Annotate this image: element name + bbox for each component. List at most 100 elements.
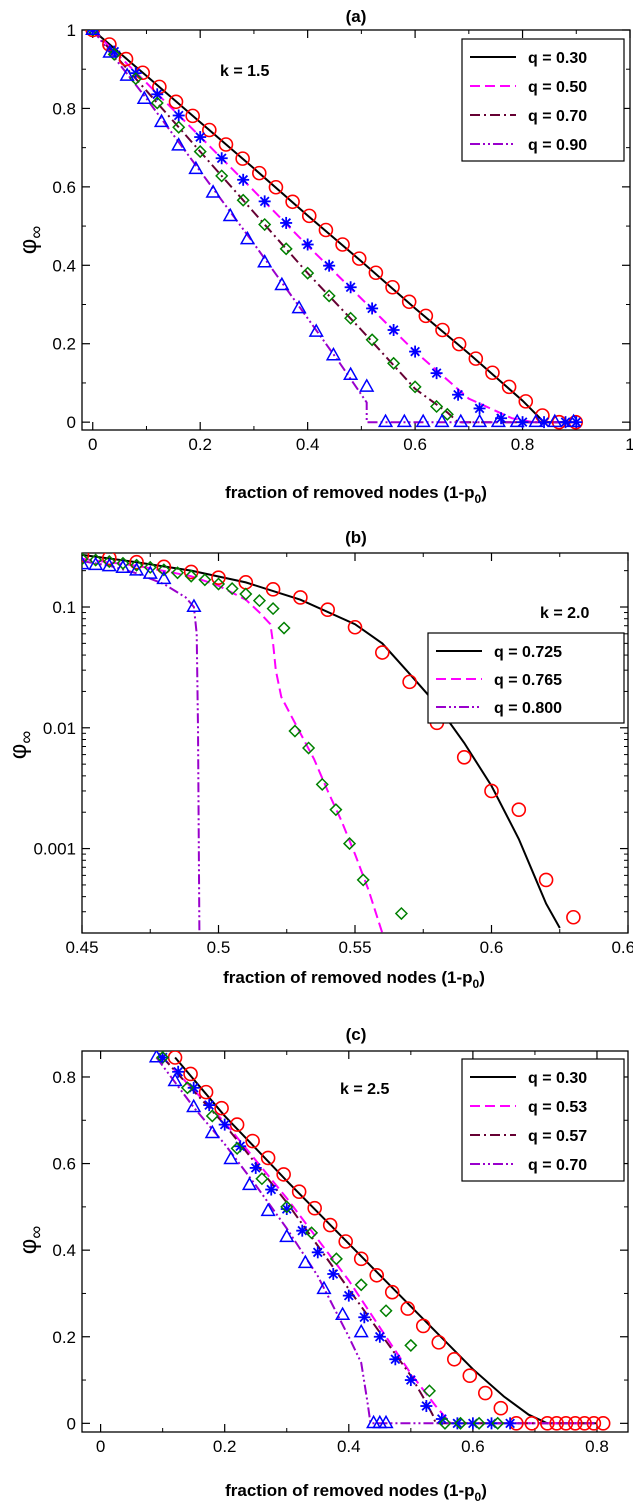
star-marker [420, 1400, 433, 1413]
circle-marker [185, 108, 200, 124]
diamond-marker [225, 582, 239, 596]
circle-marker [318, 222, 334, 238]
diamond-marker [205, 1109, 219, 1123]
x-tick-label: 0.8 [511, 435, 535, 454]
annotation-k-c: k = 2.5 [340, 1081, 389, 1098]
triangle-marker [171, 137, 187, 151]
plot-area-c [148, 1051, 611, 1431]
circle-marker [485, 365, 500, 381]
legend-label: q = 0.30 [528, 50, 587, 67]
legend-label: q = 0.57 [528, 1128, 587, 1145]
circle-marker [218, 137, 234, 152]
star-marker [344, 281, 357, 294]
circle-marker [291, 1184, 307, 1200]
star-marker [504, 1417, 517, 1430]
x-tick-label: 0.45 [65, 938, 98, 957]
circle-marker [501, 379, 517, 395]
triangle-marker [119, 67, 135, 81]
panel-b-label: (b) [345, 528, 367, 547]
circle-marker [577, 1416, 592, 1431]
circle-marker [418, 308, 434, 324]
diamond-marker [277, 621, 291, 635]
triangle-marker [471, 413, 488, 428]
legend-c: q = 0.30 q = 0.53 q = 0.57 q = 0.70 [461, 1058, 625, 1182]
x-axis-title-c: fraction of removed nodes (1-p0) [225, 1481, 487, 1504]
y-tick-label: 0.6 [52, 178, 76, 197]
diamond-marker [379, 1304, 393, 1318]
circle-marker [385, 279, 400, 295]
series-line-1 [174, 1056, 597, 1425]
series-line-2 [82, 557, 384, 933]
star-marker [342, 1289, 355, 1302]
x-tick-label: 0.2 [213, 1437, 237, 1456]
y-tick-label: 0.2 [52, 1328, 76, 1347]
plot-frame-c [81, 1050, 629, 1433]
x-tick-label: 0.65 [611, 938, 633, 957]
star-marker [258, 195, 271, 208]
legend-label: q = 0.70 [528, 1157, 587, 1174]
circle-marker [456, 749, 472, 765]
diamond-marker [252, 594, 267, 608]
diamond-marker [82, 553, 89, 566]
circle-marker [320, 602, 336, 617]
diamond-marker [86, 30, 100, 37]
diamond-marker [387, 356, 401, 370]
circle-marker [118, 51, 134, 67]
diamond-marker [266, 602, 280, 616]
x-tick-label: 1 [625, 435, 633, 454]
plot-frame-a [81, 29, 631, 431]
circle-marker [301, 208, 317, 224]
y-axis-c: 0 0.2 0.4 0.6 0.8 [52, 1068, 628, 1433]
circle-marker [265, 582, 281, 597]
diamond-marker [180, 1081, 195, 1095]
triangle-marker [148, 1051, 165, 1063]
star-marker [311, 1246, 324, 1259]
diamond-marker [280, 1200, 294, 1214]
circle-marker [558, 1416, 574, 1431]
circle-marker [415, 1318, 431, 1334]
y-tick-label: 0.8 [52, 99, 76, 118]
circle-marker [538, 872, 554, 888]
circle-marker [586, 1416, 602, 1431]
diamond-marker [404, 1338, 418, 1352]
star-marker [430, 367, 443, 380]
x-tick-label: 0.8 [585, 1437, 609, 1456]
y-axis-title-c: φ∞ [15, 1226, 46, 1255]
triangle-marker [167, 1072, 183, 1087]
circle-marker [285, 194, 300, 210]
triangle-marker [136, 90, 152, 104]
circle-marker [402, 674, 417, 690]
y-tick-label: 0 [67, 1414, 76, 1433]
circle-marker [353, 1251, 369, 1267]
diamond-marker [89, 553, 103, 567]
annotation-k-b: k = 2.0 [540, 605, 589, 622]
diamond-marker [305, 1226, 319, 1240]
diamond-marker [279, 242, 293, 256]
diamond-marker [440, 407, 454, 421]
triangle-marker [453, 413, 469, 428]
diamond-marker [143, 560, 157, 574]
diamond-marker [365, 333, 379, 347]
y-tick-label: 0.1 [52, 598, 76, 617]
circle-marker [214, 1100, 229, 1116]
star-marker [218, 1118, 231, 1131]
circle-marker [435, 322, 450, 338]
triangle-marker [509, 413, 525, 428]
diamond-marker [230, 1141, 244, 1155]
circle-marker [129, 554, 144, 570]
legend-label: q = 0.765 [494, 672, 562, 689]
legend-label: q = 0.30 [528, 1070, 587, 1087]
plot-area-a [85, 30, 584, 430]
star-marker [323, 259, 336, 272]
triangle-marker [335, 1306, 351, 1321]
circle-marker [335, 237, 350, 252]
legend-label: q = 0.70 [528, 108, 587, 125]
circle-marker [245, 1133, 260, 1149]
legend-box-a [461, 38, 625, 162]
diamond-marker [491, 1416, 505, 1430]
diamond-marker [130, 558, 144, 572]
circle-marker [567, 1416, 583, 1431]
star-marker [387, 324, 400, 336]
triangle-marker [239, 230, 256, 245]
diamond-marker [302, 741, 316, 755]
